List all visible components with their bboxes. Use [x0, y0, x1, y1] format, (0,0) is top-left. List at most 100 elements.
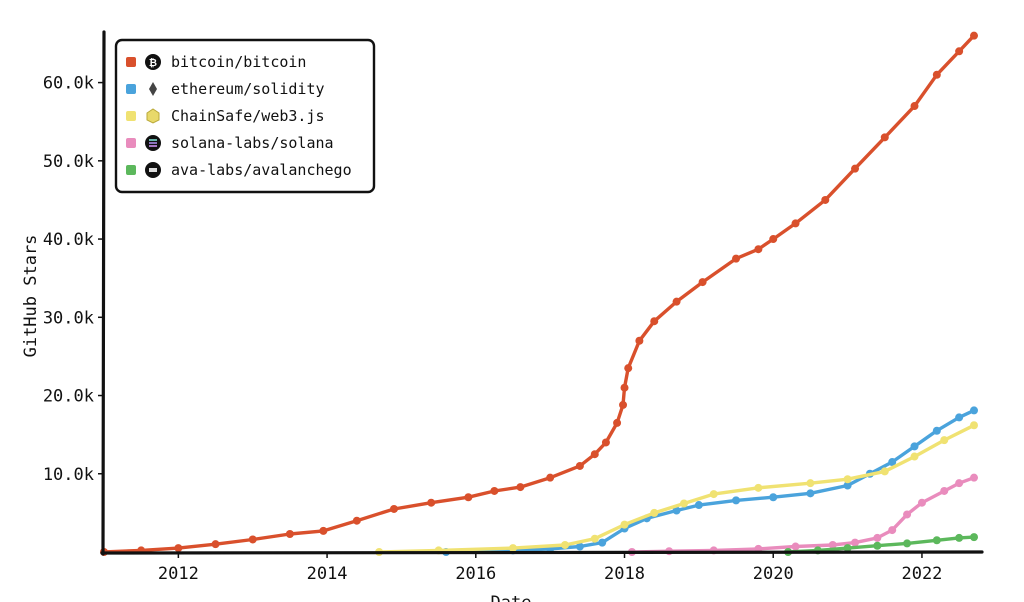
- data-point: [970, 533, 978, 542]
- data-point: [791, 219, 800, 228]
- data-point: [319, 526, 328, 535]
- data-point: [732, 254, 741, 263]
- x-axis-line: [100, 550, 984, 555]
- svg-text:₿: ₿: [149, 57, 157, 69]
- data-point: [970, 31, 978, 40]
- data-point: [590, 450, 599, 459]
- data-point: [910, 102, 919, 111]
- legend-item: ₿ bitcoin/bitcoin: [126, 53, 306, 71]
- y-tick-label: 60.0k: [43, 74, 94, 94]
- data-point: [932, 536, 941, 545]
- data-point: [932, 426, 941, 435]
- series-chainsafe-web3-js: [375, 421, 978, 556]
- data-point: [427, 498, 436, 507]
- data-point: [873, 541, 882, 550]
- x-axis-title: Date: [491, 593, 532, 602]
- y-axis-line: [101, 30, 106, 556]
- y-tick-label: 50.0k: [43, 152, 94, 172]
- legend-swatch: [126, 84, 136, 94]
- data-point: [940, 486, 949, 495]
- data-point: [917, 498, 926, 507]
- bitcoin-icon: ₿: [145, 54, 161, 70]
- y-tick-label: 10.0k: [43, 465, 94, 485]
- data-point: [888, 458, 897, 467]
- data-point: [940, 436, 949, 445]
- data-point: [732, 496, 741, 505]
- x-tick-label: 2018: [604, 564, 645, 584]
- legend-swatch: [126, 138, 136, 148]
- data-point: [620, 520, 629, 529]
- x-tick-label: 2020: [753, 564, 794, 584]
- data-point: [680, 499, 688, 508]
- data-point: [843, 481, 852, 490]
- data-point: [970, 406, 978, 415]
- data-point: [508, 544, 517, 553]
- data-point: [754, 245, 763, 254]
- legend-label: ethereum/solidity: [171, 80, 325, 98]
- data-point: [806, 489, 815, 498]
- data-point: [932, 70, 941, 79]
- data-point: [650, 508, 659, 517]
- legend-label: ava-labs/avalanchego: [171, 161, 352, 179]
- data-point: [851, 538, 860, 547]
- y-tick-label: 30.0k: [43, 308, 94, 328]
- legend-swatch: [126, 111, 136, 121]
- legend-label: solana-labs/solana: [171, 134, 334, 152]
- data-point: [561, 540, 570, 549]
- data-point: [970, 421, 978, 430]
- data-point: [873, 533, 882, 542]
- ethereum-icon: [149, 82, 157, 96]
- avalanche-icon: [145, 162, 161, 178]
- data-point: [955, 479, 964, 488]
- data-point: [851, 164, 860, 173]
- data-point: [709, 490, 718, 499]
- y-tick-label: 20.0k: [43, 387, 94, 407]
- series-bitcoin-bitcoin: [100, 31, 978, 556]
- legend: ₿ bitcoin/bitcoin ethereum/solidity ChainSa…: [114, 38, 376, 194]
- data-point: [769, 493, 778, 502]
- data-point: [791, 542, 800, 551]
- data-point: [955, 533, 964, 542]
- legend-item: ChainSafe/web3.js: [126, 107, 325, 125]
- data-point: [285, 530, 294, 539]
- data-point: [352, 516, 361, 525]
- data-point: [624, 364, 633, 373]
- data-point: [516, 483, 525, 492]
- x-tick-label: 2016: [455, 564, 496, 584]
- legend-item: ethereum/solidity: [126, 80, 325, 98]
- data-point: [650, 317, 659, 326]
- data-point: [843, 544, 852, 553]
- data-point: [970, 473, 978, 482]
- data-point: [620, 383, 629, 392]
- data-point: [821, 195, 830, 204]
- legend-item: ava-labs/avalanchego: [126, 161, 352, 179]
- legend-label: ChainSafe/web3.js: [171, 107, 325, 125]
- data-point: [211, 540, 220, 549]
- data-point: [694, 501, 703, 510]
- data-point: [769, 235, 778, 244]
- series-lines: [100, 31, 978, 556]
- data-point: [955, 47, 964, 56]
- data-point: [575, 461, 584, 470]
- legend-swatch: [126, 57, 136, 67]
- data-point: [880, 467, 889, 476]
- legend-item: solana-labs/solana: [126, 134, 334, 152]
- data-point: [754, 483, 763, 492]
- data-point: [672, 506, 681, 515]
- series-line: [377, 423, 976, 554]
- data-point: [248, 535, 257, 544]
- series-line: [630, 476, 976, 554]
- data-point: [806, 479, 815, 488]
- data-point: [843, 475, 852, 484]
- data-point: [903, 510, 912, 519]
- legend-box: [114, 38, 376, 194]
- data-point: [635, 336, 644, 345]
- data-point: [903, 539, 912, 548]
- data-point: [613, 418, 622, 427]
- data-point: [880, 133, 889, 142]
- data-point: [601, 438, 610, 447]
- series-solana-labs-solana: [627, 473, 978, 556]
- legend-swatch: [126, 165, 136, 175]
- data-point: [575, 542, 584, 551]
- data-point: [598, 538, 607, 547]
